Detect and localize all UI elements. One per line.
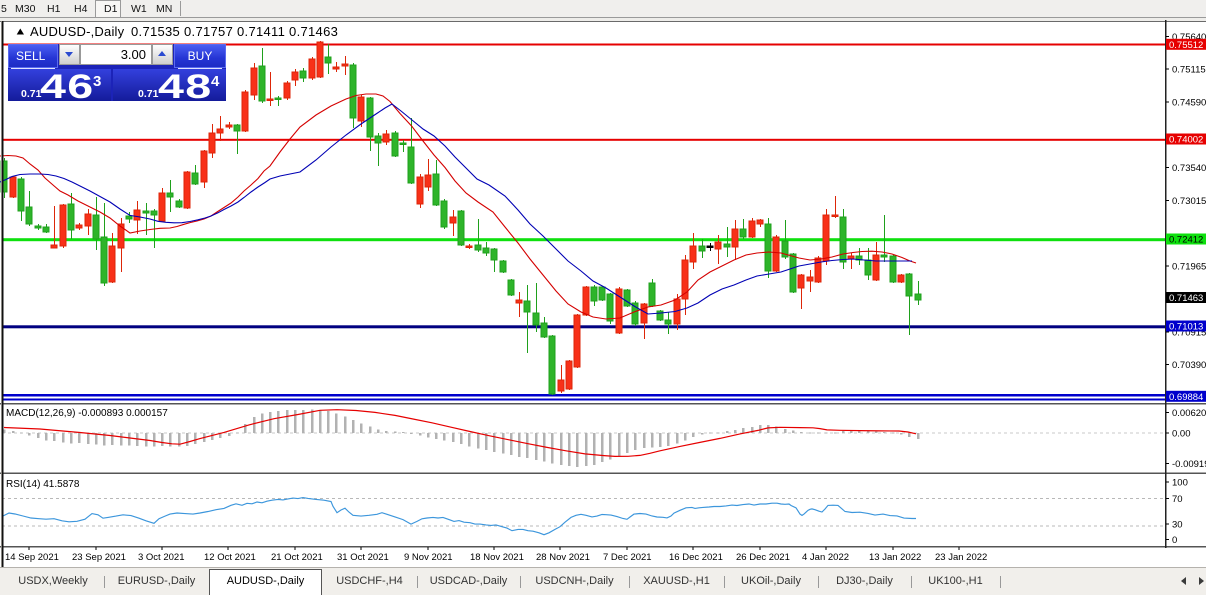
svg-text:23 Jan 2022: 23 Jan 2022 <box>935 552 987 563</box>
svg-text:70: 70 <box>1172 494 1183 505</box>
svg-text:12 Oct 2021: 12 Oct 2021 <box>204 552 256 563</box>
svg-text:0: 0 <box>1172 535 1177 546</box>
svg-text:14 Sep 2021: 14 Sep 2021 <box>5 552 59 563</box>
svg-text:AUDUSD-,Daily: AUDUSD-,Daily <box>30 24 125 39</box>
svg-text:0.71463: 0.71463 <box>1169 293 1203 304</box>
svg-text:0.71535 0.71757 0.71411 0.7146: 0.71535 0.71757 0.71411 0.71463 <box>131 24 338 39</box>
svg-text:0.75512: 0.75512 <box>1169 40 1203 51</box>
svg-text:0.00: 0.00 <box>1172 429 1191 440</box>
svg-text:28 Nov 2021: 28 Nov 2021 <box>536 552 590 563</box>
svg-text:0.75640: 0.75640 <box>1172 32 1206 43</box>
svg-text:31 Oct 2021: 31 Oct 2021 <box>337 552 389 563</box>
svg-text:4 Jan 2022: 4 Jan 2022 <box>802 552 849 563</box>
svg-text:0.70915: 0.70915 <box>1172 327 1206 338</box>
svg-text:3 Oct 2021: 3 Oct 2021 <box>138 552 184 563</box>
svg-text:16 Dec 2021: 16 Dec 2021 <box>669 552 723 563</box>
svg-text:0.006201: 0.006201 <box>1172 408 1206 419</box>
svg-text:0.73540: 0.73540 <box>1172 163 1206 174</box>
svg-text:0.73015: 0.73015 <box>1172 196 1206 207</box>
svg-text:0.70390: 0.70390 <box>1172 360 1206 371</box>
svg-text:0.71965: 0.71965 <box>1172 262 1206 273</box>
svg-text:7 Dec 2021: 7 Dec 2021 <box>603 552 652 563</box>
svg-text:100: 100 <box>1172 478 1188 489</box>
svg-text:0.74590: 0.74590 <box>1172 97 1206 108</box>
svg-text:21 Oct 2021: 21 Oct 2021 <box>271 552 323 563</box>
svg-text:0.69884: 0.69884 <box>1169 392 1203 403</box>
svg-text:RSI(14) 41.5878: RSI(14) 41.5878 <box>6 479 80 490</box>
svg-text:9 Nov 2021: 9 Nov 2021 <box>404 552 453 563</box>
svg-text:0.75115: 0.75115 <box>1172 65 1206 76</box>
svg-text:-0.009193: -0.009193 <box>1172 459 1206 470</box>
svg-text:MACD(12,26,9) -0.000893 0.0001: MACD(12,26,9) -0.000893 0.000157 <box>6 408 168 419</box>
svg-text:18 Nov 2021: 18 Nov 2021 <box>470 552 524 563</box>
svg-text:0.74002: 0.74002 <box>1169 135 1203 146</box>
svg-text:0.72412: 0.72412 <box>1169 235 1203 246</box>
svg-text:0.71013: 0.71013 <box>1169 322 1203 333</box>
svg-text:23 Sep 2021: 23 Sep 2021 <box>72 552 126 563</box>
svg-text:13 Jan 2022: 13 Jan 2022 <box>869 552 921 563</box>
svg-text:30: 30 <box>1172 520 1183 531</box>
svg-text:26 Dec 2021: 26 Dec 2021 <box>736 552 790 563</box>
